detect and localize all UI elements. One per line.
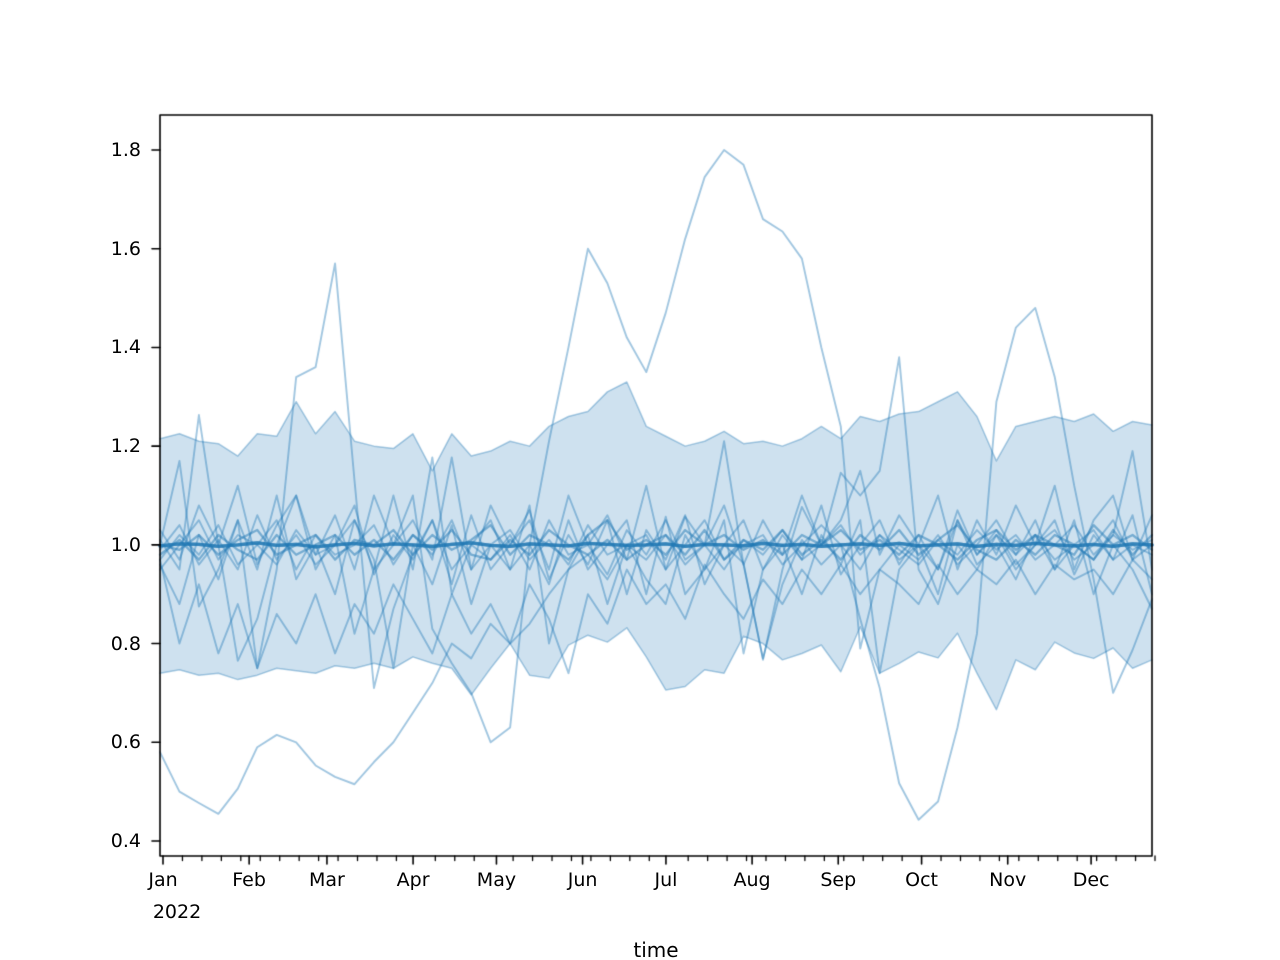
x-axis-year-label: 2022 <box>152 901 202 923</box>
x-tick-label: Apr <box>396 869 430 891</box>
y-tick-label: 0.4 <box>110 829 141 852</box>
x-tick-label: Jul <box>654 869 678 891</box>
x-tick-label: May <box>476 869 517 891</box>
x-tick-label: Oct <box>905 869 938 891</box>
x-tick-label: Feb <box>232 869 266 891</box>
x-axis-label-time: time <box>633 938 679 960</box>
x-tick-label: Aug <box>733 869 771 891</box>
x-tick-label: Sep <box>820 869 857 891</box>
x-tick-label: Dec <box>1072 869 1110 891</box>
y-tick-label: 0.6 <box>110 731 141 754</box>
y-tick-label: 1.0 <box>110 533 141 556</box>
x-tick-label: Jan <box>148 869 178 891</box>
y-tick-label: 0.8 <box>110 632 141 655</box>
x-tick-label: Mar <box>309 869 345 891</box>
x-tick-label: Jun <box>567 869 598 891</box>
x-tick-label: Nov <box>989 869 1027 891</box>
y-tick-label: 1.6 <box>110 237 141 260</box>
y-tick-label: 1.2 <box>110 435 141 458</box>
y-tick-label: 1.8 <box>110 139 141 161</box>
y-tick-label: 1.4 <box>110 336 141 359</box>
